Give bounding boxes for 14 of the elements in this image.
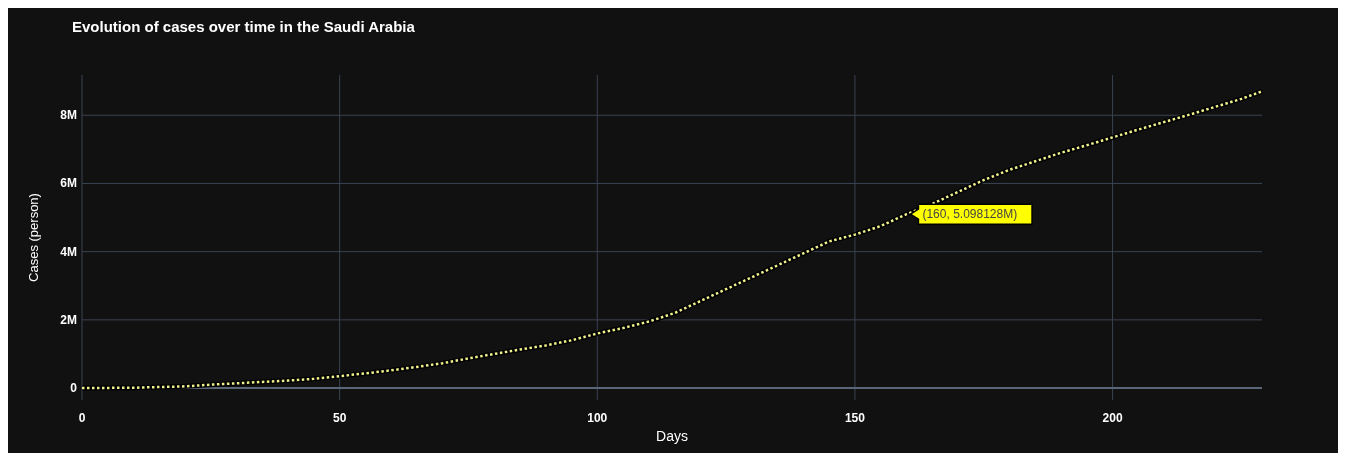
x-axis-title: Days [656,428,688,444]
x-tick-label: 100 [587,411,608,425]
y-tick-label: 6M [60,176,77,191]
x-tick-label: 200 [1102,411,1123,425]
x-tick-label: 50 [332,411,347,425]
annotation: (160, 5.098128M) [922,207,1018,222]
x-tick-label: 150 [844,411,866,425]
y-tick-label: 0 [70,381,78,396]
chart-title: Evolution of cases over time in the Saudi Arabia [72,18,416,35]
y-tick-label: 8M [60,108,77,123]
y-tick-label: 2M [60,312,77,327]
y-tick-label: 4M [60,244,77,259]
x-tick-label: 0 [78,411,86,425]
y-axis-title: Cases (person) [26,193,41,282]
